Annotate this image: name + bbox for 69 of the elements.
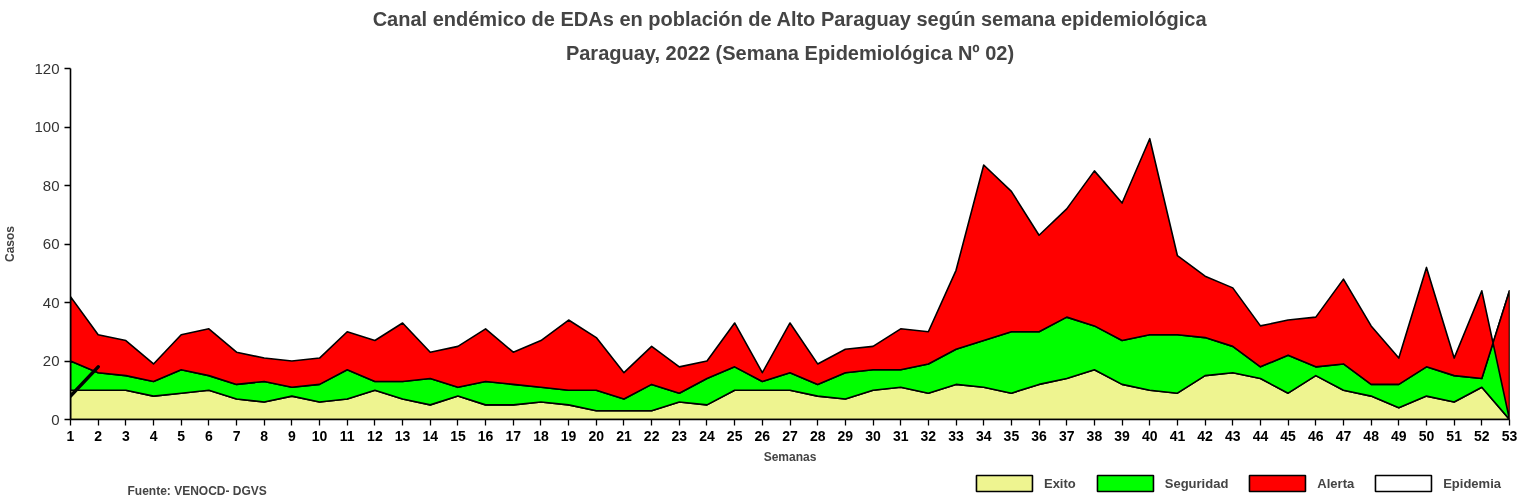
y-tick-label: 20 <box>42 352 60 369</box>
chart-title: Canal endémico de EDAs en población de Alto Paraguay según semana epidemiológica <box>372 7 1208 30</box>
x-tick-label: 13 <box>394 427 411 444</box>
x-tick-label: 50 <box>1418 427 1435 444</box>
x-tick-label: 25 <box>726 427 743 444</box>
x-tick-label: 21 <box>616 427 632 444</box>
x-tick-label: 32 <box>920 427 937 444</box>
x-tick-label: 16 <box>477 427 494 444</box>
x-tick-label: 36 <box>1031 427 1048 444</box>
x-tick-label: 48 <box>1363 427 1380 444</box>
x-tick-label: 46 <box>1308 427 1324 444</box>
x-tick-label: 28 <box>809 427 826 444</box>
x-tick-label: 34 <box>975 427 992 444</box>
x-tick-label: 39 <box>1114 427 1131 444</box>
x-tick-label: 14 <box>422 427 439 444</box>
y-tick-label: 120 <box>34 59 60 77</box>
x-tick-label: 20 <box>588 427 605 444</box>
x-tick-label: 6 <box>204 427 213 444</box>
x-tick-label: 29 <box>837 427 854 444</box>
x-tick-label: 10 <box>311 427 328 444</box>
x-tick-label: 5 <box>177 427 186 444</box>
x-tick-label: 43 <box>1224 427 1241 444</box>
x-tick-label: 53 <box>1501 427 1518 444</box>
x-tick-label: 49 <box>1391 427 1407 444</box>
y-tick-label: 100 <box>34 118 60 135</box>
x-tick-label: 45 <box>1280 427 1297 444</box>
y-tick-label: 80 <box>42 176 60 194</box>
x-tick-label: 27 <box>782 427 798 444</box>
x-tick-label: 7 <box>232 427 241 444</box>
y-axis-title: Casos <box>3 225 18 263</box>
legend-label: Exito <box>1043 475 1076 491</box>
x-tick-label: 37 <box>1058 427 1075 444</box>
x-tick-label: 8 <box>260 427 269 444</box>
legend-label: Seguridad <box>1164 475 1229 491</box>
x-tick-label: 38 <box>1086 427 1103 444</box>
x-tick-label: 23 <box>671 427 688 444</box>
x-tick-label: 26 <box>754 427 771 444</box>
x-tick-label: 47 <box>1335 427 1352 444</box>
x-tick-label: 18 <box>533 427 549 444</box>
x-tick-label: 19 <box>560 427 577 444</box>
x-tick-label: 17 <box>505 427 522 444</box>
source-note: Fuente: VENOCD- DGVS <box>127 483 267 498</box>
chart-subtitle: Paraguay, 2022 (Semana Epidemiológica Nº 02) <box>565 41 1015 64</box>
x-tick-label: 44 <box>1252 427 1269 444</box>
legend-label: Alerta <box>1317 475 1355 491</box>
x-tick-label: 11 <box>339 427 355 444</box>
x-tick-label: 24 <box>699 427 715 444</box>
x-tick-label: 30 <box>865 427 882 444</box>
x-tick-label: 15 <box>450 427 466 444</box>
x-tick-label: 41 <box>1169 427 1186 444</box>
x-tick-label: 42 <box>1197 427 1214 444</box>
y-tick-label: 40 <box>42 293 60 311</box>
x-tick-label: 9 <box>287 427 296 444</box>
x-tick-label: 52 <box>1474 427 1490 444</box>
x-tick-label: 22 <box>643 427 660 444</box>
x-tick-label: 35 <box>1003 427 1020 444</box>
x-tick-label: 33 <box>948 427 965 444</box>
x-tick-label: 12 <box>367 427 383 444</box>
x-tick-label: 40 <box>1141 427 1158 444</box>
y-tick-label: 0 <box>51 410 60 428</box>
x-tick-label: 3 <box>121 427 130 444</box>
y-tick-label: 60 <box>42 235 60 252</box>
x-tick-label: 51 <box>1446 427 1463 444</box>
legend-label: Epidemia <box>1443 475 1501 491</box>
x-tick-label: 1 <box>66 427 75 444</box>
x-tick-label: 2 <box>94 427 103 444</box>
x-tick-label: 4 <box>149 427 158 444</box>
x-axis-title: Semanas <box>763 449 817 464</box>
x-tick-label: 31 <box>892 427 909 444</box>
